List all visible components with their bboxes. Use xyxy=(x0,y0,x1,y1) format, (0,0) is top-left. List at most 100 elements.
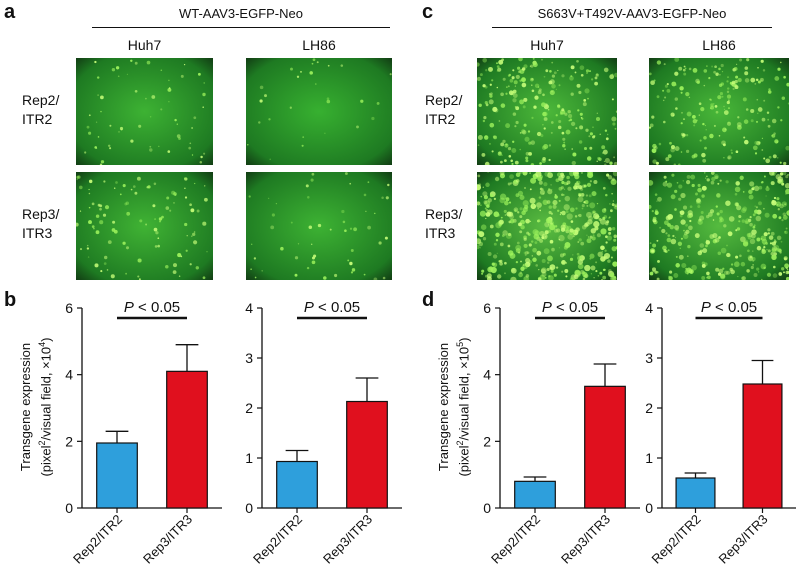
fluorescent-cell xyxy=(709,98,713,102)
fluorescent-cell xyxy=(651,249,655,253)
fluorescent-cell xyxy=(678,254,684,260)
fluorescent-cell xyxy=(384,236,388,240)
fluorescent-cell xyxy=(605,193,608,197)
fluorescent-cell xyxy=(477,244,480,250)
fluorescent-cell xyxy=(555,114,558,117)
fluorescent-cell xyxy=(189,263,192,266)
fluorescent-cell xyxy=(688,67,692,71)
fluorescent-cell xyxy=(567,109,571,114)
bar xyxy=(96,442,138,509)
fluorescent-cell xyxy=(569,257,574,262)
panel-letter-d: d xyxy=(422,289,435,311)
fluorescent-cell xyxy=(481,152,486,157)
fluorescent-cell xyxy=(86,247,90,250)
fluorescent-cell xyxy=(524,187,526,189)
fluorescent-cell xyxy=(523,251,527,255)
fluorescent-cell xyxy=(598,157,602,162)
fluorescent-cell xyxy=(692,115,696,119)
fluorescent-cell xyxy=(757,271,760,273)
fluorescent-cell xyxy=(680,122,683,125)
fluorescent-cell xyxy=(551,84,556,89)
fluorescent-cell xyxy=(547,275,554,280)
fluorescent-cell xyxy=(525,156,529,160)
fluorescent-cell xyxy=(761,278,763,280)
fluorescent-cell xyxy=(189,203,192,207)
fluorescent-cell xyxy=(610,209,613,213)
fluorescent-cell xyxy=(683,231,688,236)
fluorescent-cell xyxy=(565,275,568,278)
fluorescent-cell xyxy=(649,126,652,129)
fluorescent-cell xyxy=(88,188,90,191)
fluorescent-cell xyxy=(553,228,558,233)
fluorescent-cell xyxy=(500,142,505,147)
fluorescent-cell xyxy=(674,58,680,62)
fluorescent-cell xyxy=(137,258,142,263)
fluorescent-cell xyxy=(145,97,147,100)
fluorescent-cell xyxy=(721,95,724,98)
fluorescent-cell xyxy=(570,121,576,127)
fluorescent-cell xyxy=(715,267,720,272)
fluorescent-cell xyxy=(596,160,598,163)
fluorescent-cell xyxy=(562,252,566,256)
fluorescent-cell xyxy=(307,196,310,199)
fluorescent-cell xyxy=(152,204,156,208)
fluorescent-cell xyxy=(553,202,555,205)
fluorescent-cell xyxy=(589,132,593,136)
fluorescent-cell xyxy=(521,129,526,134)
fluorescent-cell xyxy=(690,174,696,180)
fluorescent-cell xyxy=(529,172,531,174)
fluorescent-cell xyxy=(493,242,497,246)
fluorescent-cell xyxy=(706,214,710,219)
fluorescent-cell xyxy=(752,250,754,252)
fluorescent-cell xyxy=(519,230,523,234)
fluorescent-cell xyxy=(736,122,742,127)
micrograph-background xyxy=(649,58,789,165)
fluorescent-cell xyxy=(481,272,484,275)
fluorescent-cell xyxy=(665,232,668,235)
x-tick-label: Rep2/ITR2 xyxy=(70,512,125,567)
fluorescent-cell xyxy=(613,238,617,242)
fluorescent-cell xyxy=(666,182,673,188)
fluorescent-cell xyxy=(590,265,596,271)
fluorescent-cell xyxy=(727,76,729,78)
fluorescent-cell xyxy=(611,246,617,252)
row-label-line1: Rep2/ xyxy=(22,92,60,108)
fluorescent-cell xyxy=(79,185,83,190)
panel-c-header-rule xyxy=(492,27,772,28)
fluorescent-cell xyxy=(529,197,536,204)
fluorescent-cell xyxy=(578,90,582,95)
fluorescent-cell xyxy=(374,212,376,215)
fluorescent-cell xyxy=(670,147,676,153)
fluorescent-cell xyxy=(726,244,728,247)
fluorescent-cell xyxy=(505,143,508,146)
fluorescent-cell xyxy=(696,198,701,203)
fluorescent-cell xyxy=(787,102,789,105)
fluorescent-cell xyxy=(518,251,521,254)
fluorescent-cell xyxy=(154,245,158,248)
fluorescent-cell xyxy=(518,222,522,227)
fluorescent-cell xyxy=(563,204,570,211)
panel-letter-c: c xyxy=(422,1,434,23)
fluorescent-cell xyxy=(507,146,512,151)
fluorescent-cell xyxy=(765,158,771,164)
fluorescent-cell xyxy=(488,266,494,271)
fluorescent-cell xyxy=(609,74,615,80)
fluorescent-cell xyxy=(583,201,586,204)
fluorescent-cell xyxy=(558,247,561,249)
micrograph-a-lh86-rep3 xyxy=(246,172,392,280)
fluorescent-cell xyxy=(659,226,662,229)
fluorescent-cell xyxy=(688,96,691,99)
fluorescent-cell xyxy=(138,124,142,128)
fluorescent-cell xyxy=(679,86,684,91)
fluorescent-cell xyxy=(502,139,506,144)
fluorescent-cell xyxy=(703,84,706,87)
fluorescent-cell xyxy=(784,230,788,235)
fluorescent-cell xyxy=(761,117,766,122)
fluorescent-cell xyxy=(701,185,707,191)
fluorescent-cell xyxy=(763,246,766,249)
fluorescent-cell xyxy=(727,231,733,237)
fluorescent-cell xyxy=(674,146,680,152)
fluorescent-cell xyxy=(97,136,100,138)
fluorescent-cell xyxy=(771,118,777,124)
fluorescent-cell xyxy=(512,89,517,94)
